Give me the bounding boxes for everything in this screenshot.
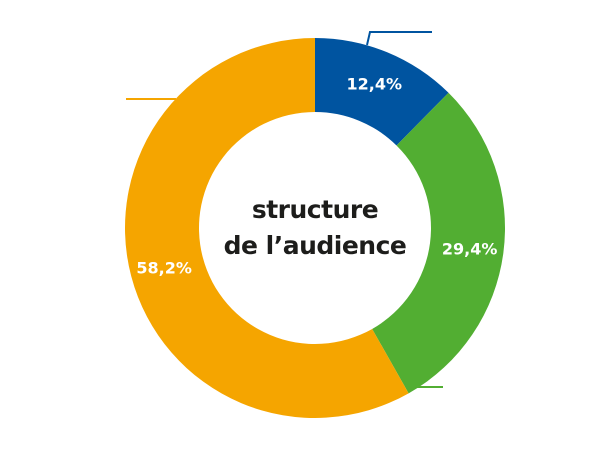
slices-layer (124, 38, 505, 418)
slice-label-2: 29,4% (442, 240, 498, 259)
donut-slice-2 (372, 92, 505, 394)
slice-label-1: 12,4% (346, 75, 402, 94)
slice-labels-layer: 12,4% 29,4% 58,2% (136, 75, 497, 278)
chart-title-line-1: structure (252, 195, 378, 224)
donut-slice-3 (124, 38, 409, 418)
slice-label-3: 58,2% (136, 259, 192, 278)
leader-line-2 (407, 386, 443, 390)
leader-line-1 (366, 31, 432, 46)
leader-lines-layer (126, 31, 443, 390)
donut-slice-1 (315, 38, 449, 146)
chart-title-line-2: de l’audience (224, 231, 407, 260)
